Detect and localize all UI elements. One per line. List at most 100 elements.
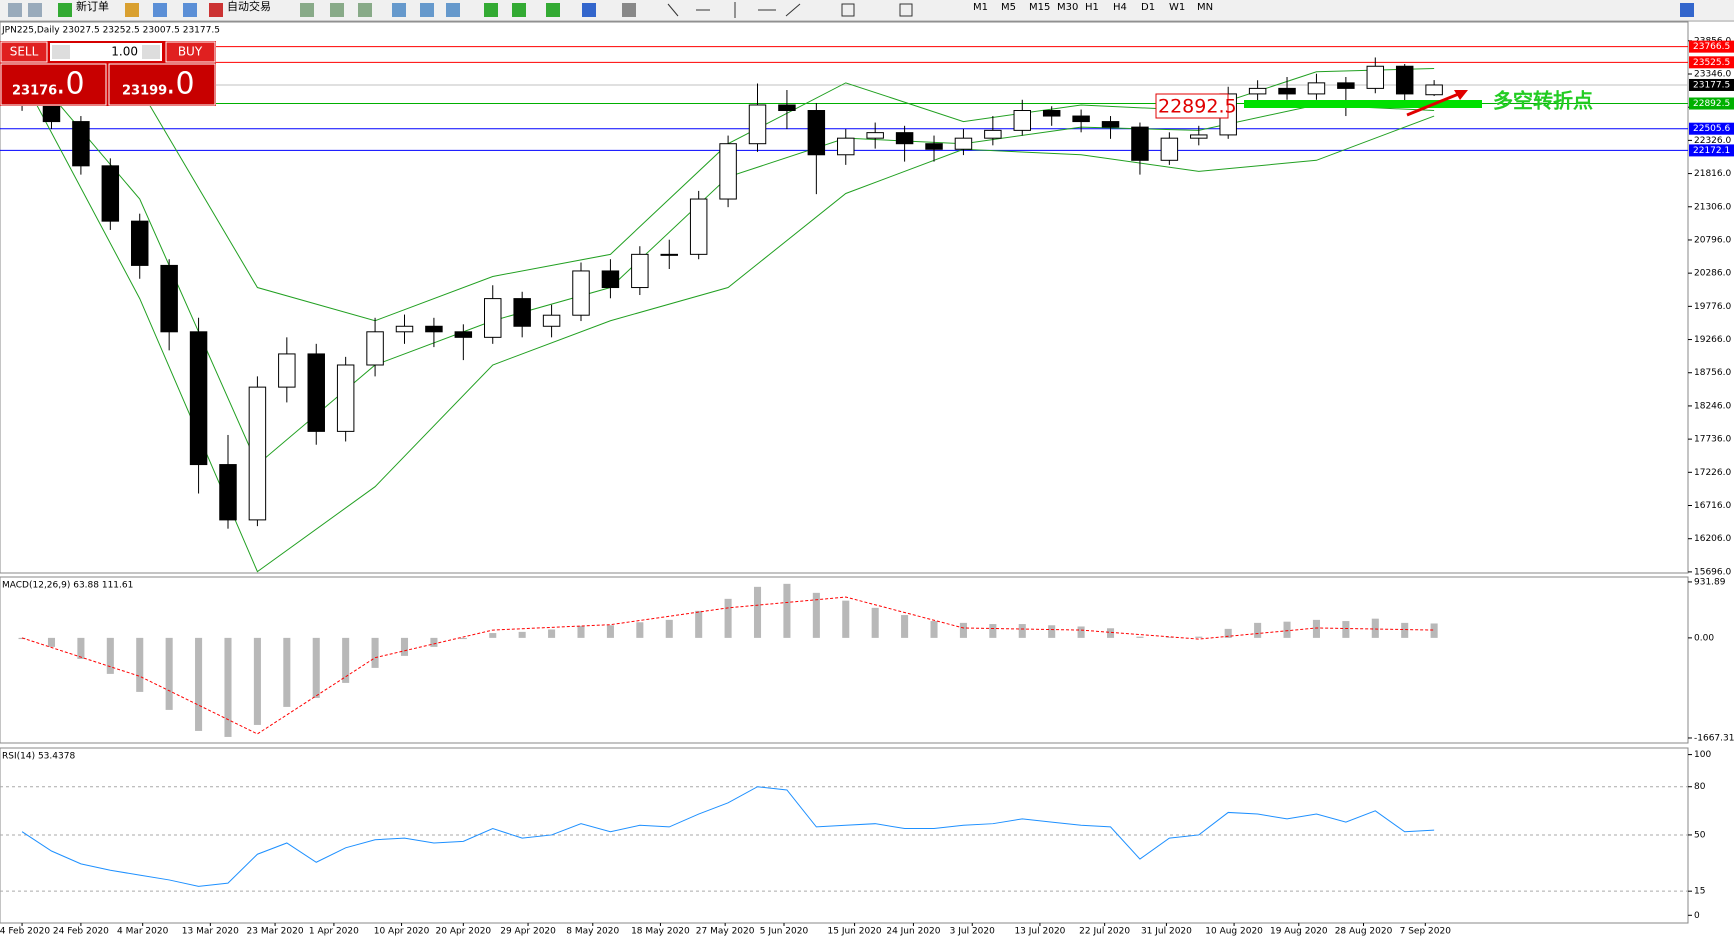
icon[interactable]: [153, 3, 167, 17]
timeframe[interactable]: M15: [1029, 2, 1050, 13]
macd-bar: [1224, 628, 1232, 638]
sell-pips[interactable]: .0: [56, 67, 85, 102]
icon[interactable]: [8, 3, 22, 17]
macd-bar: [165, 637, 173, 710]
macd-bar: [665, 619, 673, 638]
icon[interactable]: [358, 3, 372, 17]
timeframe[interactable]: M1: [973, 2, 988, 13]
macd-bar: [1136, 636, 1144, 638]
x-tick-label: 18 May 2020: [631, 927, 690, 937]
lots[interactable]: 1.00: [111, 45, 138, 59]
price-label: 22172.1: [1693, 146, 1730, 156]
timeframe[interactable]: M30: [1057, 2, 1078, 13]
candle-body: [1013, 110, 1032, 131]
timeframe[interactable]: M5: [1001, 2, 1016, 13]
candle-body: [1366, 65, 1385, 89]
candle-body: [484, 298, 502, 338]
buy-label[interactable]: BUY: [178, 45, 203, 59]
candle-body: [219, 464, 237, 521]
x-tick-label: 7 Sep 2020: [1400, 927, 1452, 937]
lots-down[interactable]: [52, 45, 70, 59]
candle-body: [601, 270, 620, 289]
panel-title: MACD(12,26,9) 63.88 111.61: [2, 581, 133, 591]
candle-body: [631, 253, 649, 289]
auto-trading-icon[interactable]: [209, 3, 223, 17]
lots-up[interactable]: [142, 45, 160, 59]
candle-body: [366, 331, 384, 366]
timeframe[interactable]: D1: [1141, 2, 1155, 13]
icon[interactable]: [330, 3, 344, 17]
icon[interactable]: [28, 3, 42, 17]
icon[interactable]: [183, 3, 197, 17]
macd-bar: [224, 637, 232, 737]
y-tick-label: 80: [1694, 782, 1706, 792]
candle-body: [1160, 137, 1179, 161]
sell-label[interactable]: SELL: [10, 45, 39, 59]
icon[interactable]: [899, 3, 913, 17]
icon[interactable]: [582, 3, 596, 17]
macd-bar: [195, 637, 203, 731]
timeframe[interactable]: MN: [1197, 2, 1213, 13]
candle-body: [837, 137, 855, 156]
x-tick-label: 1 Apr 2020: [309, 927, 359, 937]
candle-body: [866, 132, 884, 139]
macd-bar: [400, 637, 409, 656]
candle-body: [719, 143, 737, 200]
y-tick-label: 18756.0: [1694, 368, 1731, 378]
candle-body: [895, 132, 914, 145]
trend-icon[interactable]: [785, 3, 801, 17]
macd-bar: [724, 598, 732, 638]
price-label: 23177.5: [1693, 80, 1730, 90]
icon[interactable]: [484, 3, 498, 17]
search-icon[interactable]: [1680, 3, 1694, 17]
icon[interactable]: [622, 3, 636, 17]
icon[interactable]: [546, 3, 560, 17]
timeframe[interactable]: H4: [1113, 2, 1127, 13]
macd-bar: [1165, 637, 1173, 638]
sell-price-box[interactable]: [0, 63, 107, 106]
lots-input[interactable]: [50, 43, 162, 61]
candle-body: [954, 137, 973, 150]
macd-bar: [1018, 624, 1026, 638]
y-tick-label: 23346.0: [1694, 70, 1731, 80]
y-tick-label: 19266.0: [1694, 335, 1731, 345]
sell-button[interactable]: [0, 41, 48, 63]
icon[interactable]: [125, 3, 139, 17]
sell-price[interactable]: 23176: [12, 84, 57, 99]
buy-button[interactable]: [165, 41, 216, 63]
auto-trading[interactable]: 自动交易: [227, 0, 271, 13]
turning-point: 多空转折点: [1493, 89, 1593, 113]
cursor-icon[interactable]: [667, 3, 679, 17]
macd-bar: [812, 592, 820, 638]
new-order[interactable]: 新订单: [76, 0, 109, 13]
icon[interactable]: [841, 3, 855, 17]
icon[interactable]: [420, 3, 434, 17]
x-tick-label: 20 Apr 2020: [436, 927, 492, 937]
x-tick-label: 19 Aug 2020: [1270, 927, 1328, 937]
y-tick-label: 0: [1694, 911, 1700, 921]
buy-price[interactable]: 23199: [122, 84, 167, 99]
price-label-bg: [1689, 78, 1734, 91]
candle-body: [1131, 126, 1149, 161]
timeframe[interactable]: W1: [1169, 2, 1185, 13]
candle-body: [336, 364, 355, 432]
candle-body: [189, 331, 208, 466]
candle-body: [307, 353, 325, 432]
icon[interactable]: [446, 3, 460, 17]
macd-bar: [695, 610, 703, 638]
price-label: 22892.5: [1693, 99, 1730, 109]
price-label-bg: [1689, 40, 1734, 53]
buy-price-box[interactable]: [108, 63, 216, 106]
icon[interactable]: [392, 3, 406, 17]
candle-body: [454, 331, 473, 338]
icon[interactable]: [300, 3, 314, 17]
macd-bar: [1401, 622, 1409, 638]
timeframe[interactable]: H1: [1085, 2, 1099, 13]
y-tick-label: 50: [1694, 830, 1706, 840]
buy-pips[interactable]: .0: [166, 67, 195, 102]
candle-body: [748, 104, 767, 145]
level-box: [1155, 93, 1229, 119]
new-order-icon[interactable]: [58, 3, 72, 17]
icon[interactable]: [512, 3, 526, 17]
price-label-bg: [1689, 144, 1734, 157]
